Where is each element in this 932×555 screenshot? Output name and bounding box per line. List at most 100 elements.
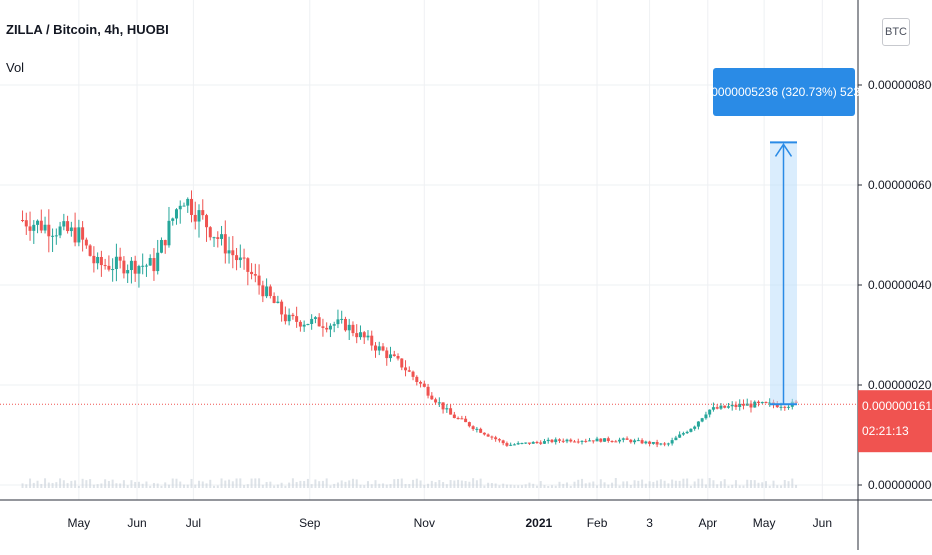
volume-bar bbox=[686, 478, 689, 488]
volume-bar bbox=[220, 478, 223, 488]
candle-body bbox=[92, 255, 96, 264]
volume-bar bbox=[550, 485, 553, 488]
volume-bar bbox=[239, 478, 242, 488]
candle-body bbox=[512, 444, 516, 446]
candle-body bbox=[370, 335, 374, 346]
candle-body bbox=[43, 224, 47, 231]
candle-body bbox=[629, 439, 633, 443]
candle-body bbox=[268, 286, 272, 297]
volume-bar bbox=[66, 483, 69, 488]
candle-body bbox=[764, 402, 768, 404]
candle-body bbox=[88, 245, 92, 256]
y-tick-label: 0.0000006000 bbox=[868, 178, 932, 192]
price-label-countdown: 02:21:13 bbox=[862, 424, 909, 438]
x-tick-label: Nov bbox=[414, 516, 435, 530]
candle-body bbox=[471, 426, 475, 430]
candle-body bbox=[565, 439, 569, 442]
volume-bar bbox=[213, 485, 216, 488]
volume-bar bbox=[731, 484, 734, 488]
candle-body bbox=[129, 260, 133, 271]
candle-body bbox=[749, 403, 753, 408]
candle-body bbox=[171, 218, 175, 221]
volume-bar bbox=[389, 484, 392, 488]
candle-body bbox=[557, 439, 561, 441]
candle-body bbox=[681, 433, 685, 435]
volume-bar bbox=[641, 479, 644, 488]
candle-body bbox=[666, 443, 670, 445]
volume-bar bbox=[111, 479, 114, 488]
candle-body bbox=[475, 428, 479, 430]
volume-bar bbox=[663, 480, 666, 488]
volume-bar bbox=[629, 484, 632, 488]
volume-bar bbox=[701, 478, 704, 488]
volume-bar bbox=[160, 485, 163, 488]
candle-body bbox=[257, 275, 261, 286]
currency-button[interactable]: BTC bbox=[882, 18, 910, 46]
volume-bar bbox=[303, 480, 306, 488]
candle-body bbox=[715, 407, 719, 409]
volume-bar bbox=[761, 482, 764, 488]
x-tick-label: Feb bbox=[587, 516, 608, 530]
volume-bar bbox=[528, 482, 531, 488]
volume-bar bbox=[96, 484, 99, 488]
candle-body bbox=[467, 422, 471, 427]
volume-bar bbox=[152, 482, 155, 488]
volume-bar bbox=[137, 481, 140, 488]
candle-body bbox=[415, 376, 419, 382]
volume-bar bbox=[194, 484, 197, 488]
volume-bar bbox=[77, 485, 80, 488]
candle-body bbox=[389, 354, 393, 359]
candle-body bbox=[54, 235, 58, 237]
candle-body bbox=[24, 220, 28, 227]
volume-bar bbox=[498, 485, 501, 488]
candle-body bbox=[272, 296, 276, 304]
volume-bar bbox=[25, 484, 28, 488]
candle-body bbox=[340, 318, 344, 320]
candle-body bbox=[723, 405, 727, 408]
candle-body bbox=[328, 325, 332, 330]
volume-bar bbox=[592, 481, 595, 488]
volume-indicator-label[interactable]: Vol bbox=[6, 60, 25, 75]
candle-body bbox=[152, 258, 156, 272]
volume-bar bbox=[659, 479, 662, 488]
candle-body bbox=[610, 440, 614, 442]
candle-body bbox=[636, 440, 640, 442]
volume-bar bbox=[408, 484, 411, 488]
candle-body bbox=[47, 224, 51, 237]
volume-bar bbox=[40, 483, 43, 488]
candle-body bbox=[159, 240, 163, 253]
volume-bar bbox=[652, 481, 655, 488]
measure-label: 0.0000005236 (320.73%) 5236 bbox=[701, 85, 867, 99]
volume-bar bbox=[569, 485, 572, 488]
candle-body bbox=[783, 406, 787, 408]
candle-body bbox=[648, 441, 652, 444]
volume-bar bbox=[321, 480, 324, 488]
volume-bar bbox=[36, 480, 39, 488]
volume-bar bbox=[656, 480, 659, 488]
volume-bar bbox=[505, 484, 508, 488]
volume-bar bbox=[539, 481, 542, 488]
volume-bar bbox=[543, 485, 546, 488]
volume-bar bbox=[716, 484, 719, 488]
x-tick-label: 2021 bbox=[525, 516, 552, 530]
candle-body bbox=[787, 406, 791, 408]
candle-body bbox=[430, 395, 434, 400]
volume-bar bbox=[633, 480, 636, 488]
candle-body bbox=[144, 265, 148, 267]
volume-bar bbox=[382, 483, 385, 488]
candle-body bbox=[310, 318, 314, 324]
candle-body bbox=[317, 317, 321, 327]
volume-bar bbox=[494, 483, 497, 488]
volume-bar bbox=[412, 479, 415, 488]
volume-bar bbox=[243, 485, 246, 488]
candle-body bbox=[32, 224, 36, 231]
candle-body bbox=[678, 434, 682, 438]
volume-bar bbox=[59, 478, 62, 488]
candle-body bbox=[137, 266, 141, 274]
volume-bar bbox=[190, 478, 193, 488]
candle-body bbox=[576, 441, 580, 443]
candle-body bbox=[96, 256, 100, 264]
volume-bar bbox=[205, 483, 208, 488]
